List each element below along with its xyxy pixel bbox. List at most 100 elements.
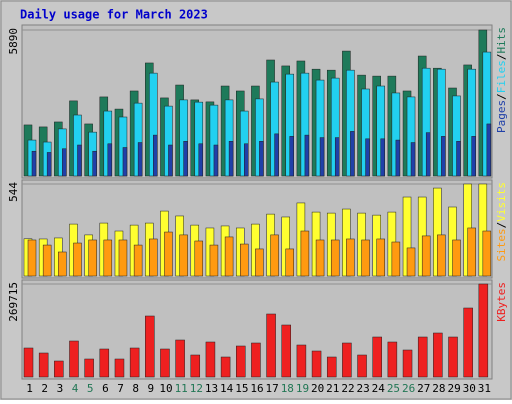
bar — [319, 137, 325, 177]
bar — [421, 235, 431, 277]
legend: KBytes — [495, 282, 508, 322]
bar — [441, 136, 446, 177]
x-tick-label: 15 — [235, 382, 248, 395]
x-tick-label: 29 — [447, 382, 460, 395]
bar — [304, 134, 310, 177]
bar — [175, 339, 185, 378]
bar — [164, 231, 173, 277]
bar — [274, 133, 279, 177]
x-tick-label: 10 — [159, 382, 172, 395]
bar — [228, 141, 234, 177]
bar — [380, 138, 385, 177]
x-tick-label: 9 — [148, 382, 155, 395]
y-tick-label: 544 — [7, 182, 20, 202]
bar — [42, 244, 52, 277]
bar — [84, 358, 94, 378]
bar — [406, 247, 416, 277]
bar — [296, 344, 307, 378]
bar — [259, 141, 264, 177]
bar — [38, 352, 49, 378]
bar — [194, 240, 204, 277]
bar — [417, 336, 428, 378]
bar — [114, 358, 125, 378]
x-tick-label: 21 — [326, 382, 339, 395]
x-tick-label: 16 — [250, 382, 263, 395]
bar — [220, 356, 231, 378]
bar — [255, 248, 264, 277]
bar — [73, 242, 82, 277]
bar — [448, 336, 458, 378]
bar — [31, 150, 37, 177]
x-tick-label: 27 — [417, 382, 430, 395]
bar — [361, 239, 370, 277]
bar — [266, 313, 276, 378]
bar — [437, 234, 446, 277]
bar — [478, 283, 489, 378]
bar — [240, 243, 249, 277]
bar — [270, 234, 279, 277]
bar — [99, 348, 110, 378]
bar — [463, 307, 473, 378]
bar — [129, 347, 140, 378]
bar — [285, 248, 294, 277]
bar — [471, 136, 476, 177]
bar — [236, 345, 246, 378]
legend-entry: Hits — [495, 27, 508, 54]
legend-entry: Files — [495, 60, 508, 93]
x-tick-label: 19 — [296, 382, 309, 395]
bar — [315, 239, 325, 277]
x-tick-label: 25 — [387, 382, 400, 395]
bar — [425, 132, 431, 177]
bar — [27, 239, 37, 277]
x-tick-label: 6 — [102, 382, 109, 395]
bar — [311, 350, 322, 378]
bar — [122, 147, 128, 177]
bar — [58, 251, 67, 277]
bar — [456, 141, 461, 177]
legend-entry: Pages — [495, 100, 508, 133]
x-tick-label: 24 — [372, 382, 386, 395]
y-tick-label: 5890 — [7, 28, 20, 55]
x-tick-label: 14 — [220, 382, 234, 395]
bar — [23, 347, 34, 378]
bar — [92, 150, 97, 177]
bar — [145, 315, 155, 378]
x-tick-label: 3 — [57, 382, 64, 395]
x-tick-label: 8 — [132, 382, 139, 395]
bar — [486, 123, 492, 177]
bar — [209, 244, 219, 277]
bar — [346, 238, 355, 277]
x-tick-label: 12 — [190, 382, 203, 395]
x-tick-label: 31 — [478, 382, 491, 395]
bar — [137, 142, 143, 177]
x-tick-label: 1 — [26, 382, 33, 395]
bar — [402, 349, 413, 378]
bar — [183, 141, 188, 177]
bar — [289, 136, 294, 177]
legend: Sites/Visits — [495, 182, 508, 262]
x-tick-label: 4 — [72, 382, 79, 395]
bar — [357, 354, 367, 378]
x-tick-label: 20 — [311, 382, 324, 395]
bar — [326, 356, 337, 378]
bar — [244, 143, 249, 177]
bar — [179, 234, 188, 277]
bar — [372, 336, 382, 378]
bar — [467, 227, 476, 277]
x-tick-label: 2 — [41, 382, 48, 395]
bar — [118, 239, 128, 277]
x-tick-label: 13 — [205, 382, 218, 395]
legend-separator: / — [495, 93, 508, 100]
bar — [365, 138, 370, 177]
legend-entry: Sites — [495, 228, 508, 261]
bar — [46, 152, 52, 177]
bar — [168, 144, 173, 177]
x-tick-label: 7 — [117, 382, 124, 395]
bar — [452, 239, 461, 277]
bar — [153, 134, 158, 177]
bar — [395, 139, 401, 177]
bar — [376, 238, 385, 277]
bar — [410, 142, 416, 177]
